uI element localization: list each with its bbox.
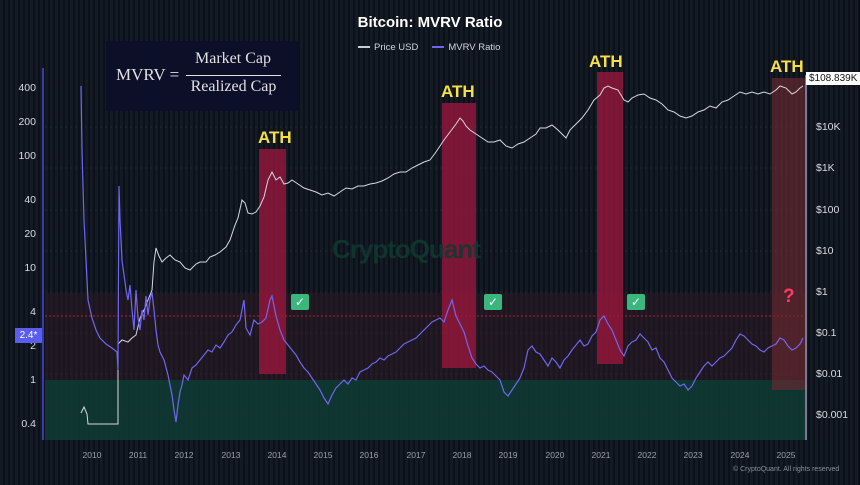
ath-label-2021: ATH: [589, 52, 623, 71]
left-tick: 100: [18, 150, 36, 162]
legend-swatch-price: [358, 46, 370, 49]
formula-fraction-bar: [186, 75, 281, 76]
left-tick: 1: [30, 374, 36, 386]
watermark: CryptoQuant: [332, 234, 481, 264]
mvrv-line: [80, 85, 804, 423]
left-tick: 4: [30, 306, 36, 318]
left-tick: 10: [24, 262, 36, 274]
ath-band-2021: [597, 72, 623, 364]
x-tick: 2012: [174, 450, 194, 460]
right-tick: $0.001: [816, 409, 849, 421]
ath-label-2013: ATH: [258, 128, 292, 147]
check-icon: ✓: [484, 294, 502, 310]
x-tick: 2019: [498, 450, 518, 460]
left-tick: 200: [18, 116, 36, 128]
right-tick: $10: [816, 245, 834, 257]
current-mvrv-badge: 2.4*: [15, 328, 42, 343]
right-tick: $1K: [816, 162, 835, 174]
x-tick: 2023: [683, 450, 703, 460]
ath-band-2017: [442, 103, 476, 368]
x-tick: 2020: [545, 450, 565, 460]
legend-item-price[interactable]: Price USD: [358, 42, 418, 53]
check-icon: ✓: [291, 294, 309, 310]
ath-band-2025: [772, 78, 805, 390]
ath-band-2013: [259, 149, 286, 374]
right-tick: $0.1: [816, 327, 837, 339]
left-tick: 2: [30, 340, 36, 352]
check-icon: ✓: [627, 294, 645, 310]
undervalued-zone: [45, 380, 805, 440]
ath-label-2025: ATH: [770, 57, 804, 76]
x-tick: 2011: [128, 450, 148, 460]
current-price-badge: $108.839K: [806, 72, 860, 85]
right-tick: $0.01: [816, 368, 843, 380]
formula-denominator: Realized Cap: [190, 78, 277, 95]
x-tick: 2018: [452, 450, 472, 460]
x-tick: 2013: [221, 450, 241, 460]
price-line: [80, 85, 804, 425]
x-tick: 2015: [313, 450, 333, 460]
formula-lhs: MVRV =: [116, 65, 180, 84]
legend-swatch-mvrv: [432, 46, 445, 49]
x-tick: 2017: [406, 450, 426, 460]
left-tick: 40: [24, 194, 36, 206]
left-tick: 20: [24, 228, 36, 240]
x-tick: 2016: [359, 450, 379, 460]
formula-box: MVRV = Market Cap Realized Cap: [106, 41, 298, 111]
left-tick: 400: [18, 82, 36, 94]
x-tick: 2021: [591, 450, 611, 460]
x-tick: 2010: [82, 450, 102, 460]
formula-numerator: Market Cap: [195, 50, 271, 67]
mvrv-band-zone: [45, 293, 805, 380]
question-mark-icon: ?: [783, 286, 795, 307]
copyright: © CryptoQuant. All rights reserved: [733, 466, 840, 473]
right-tick: $10K: [816, 121, 841, 133]
x-tick: 2022: [637, 450, 657, 460]
left-tick: 0.4: [21, 418, 36, 430]
legend-item-mvrv[interactable]: MVRV Ratio: [432, 42, 500, 53]
x-tick: 2014: [267, 450, 287, 460]
x-tick: 2025: [776, 450, 796, 460]
ath-label-2017: ATH: [441, 82, 475, 101]
chart-title: Bitcoin: MVRV Ratio: [357, 14, 503, 31]
legend: Price USD MVRV Ratio: [358, 42, 500, 53]
x-tick: 2024: [730, 450, 750, 460]
right-tick: $100: [816, 204, 840, 216]
right-tick: $1: [816, 286, 828, 298]
